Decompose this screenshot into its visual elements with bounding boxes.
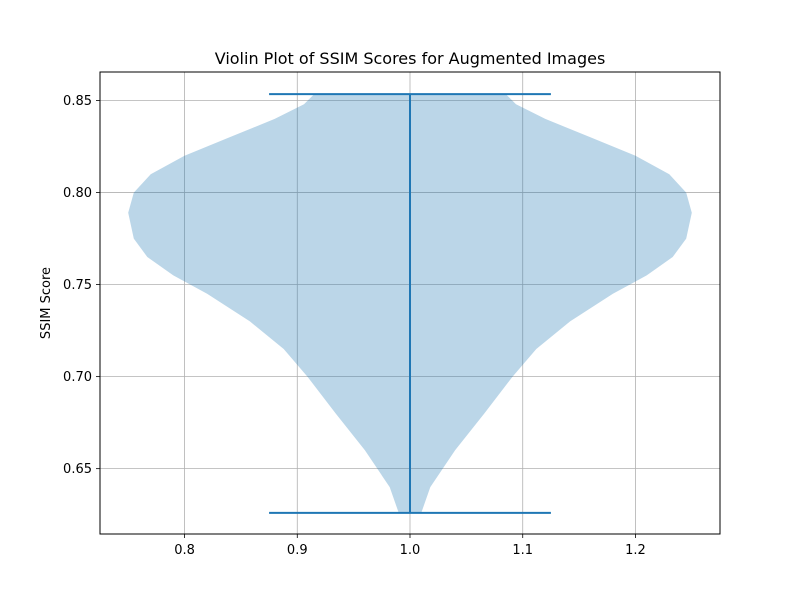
- x-tick-label: 1.2: [625, 543, 646, 558]
- y-tick-label: 0.65: [63, 462, 92, 477]
- chart-title: Violin Plot of SSIM Scores for Augmented…: [215, 49, 606, 68]
- y-tick-label: 0.85: [63, 94, 92, 109]
- y-tick-label: 0.70: [63, 370, 92, 385]
- x-tick-label: 1.1: [512, 543, 533, 558]
- y-tick-label: 0.80: [63, 186, 92, 201]
- x-tick-label: 0.9: [287, 543, 308, 558]
- y-tick-label: 0.75: [63, 278, 92, 293]
- violin-group: [128, 93, 692, 514]
- x-tick-label: 1.0: [400, 543, 421, 558]
- y-axis-label: SSIM Score: [39, 267, 54, 339]
- axis-ticks: 0.8 0.9 1.0 1.1 1.2 0.65 0.70 0.75 0.80 0.85: [63, 94, 646, 558]
- x-tick-label: 0.8: [174, 543, 195, 558]
